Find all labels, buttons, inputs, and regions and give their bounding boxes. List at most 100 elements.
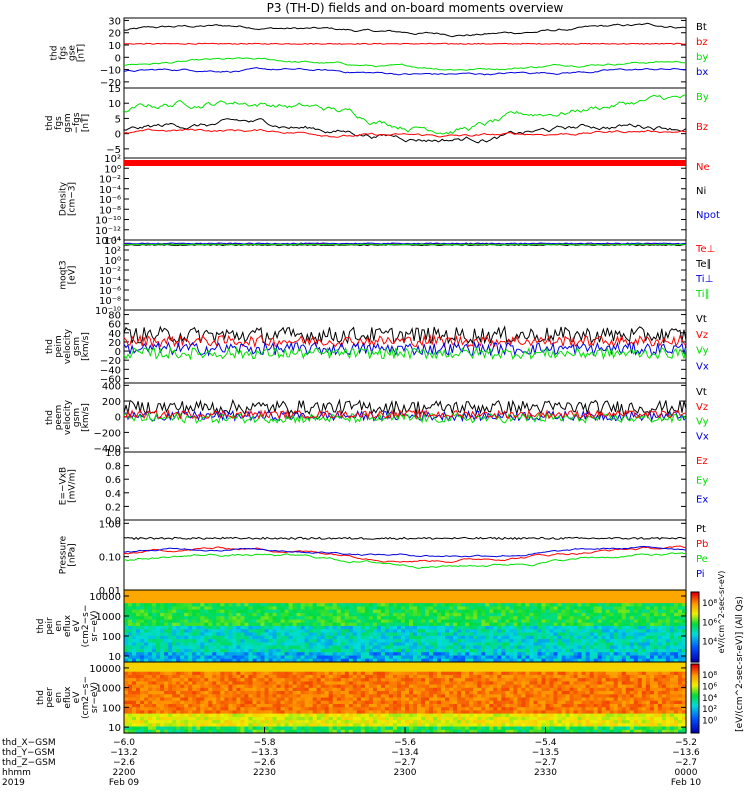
- heatmap-cell: [204, 619, 209, 624]
- heatmap-cell: [360, 720, 366, 724]
- heatmap-cell: [577, 609, 583, 614]
- heatmap-cell: [152, 713, 157, 718]
- heatmap-cell: [304, 593, 310, 598]
- heatmap-cell: [581, 606, 587, 611]
- heatmap-cell: [160, 687, 165, 692]
- heatmap-cell: [356, 668, 362, 673]
- heatmap-cell: [352, 645, 358, 650]
- heatmap-cell: [280, 655, 286, 660]
- heatmap-cell: [629, 612, 635, 617]
- heatmap-cell: [625, 590, 631, 594]
- heatmap-cell: [292, 671, 298, 676]
- heatmap-cell: [421, 645, 426, 650]
- heatmap-cell: [380, 723, 386, 728]
- heatmap-cell: [501, 599, 506, 604]
- heatmap-cell: [228, 729, 233, 734]
- heatmap-cell: [204, 678, 209, 682]
- heatmap-cell: [228, 707, 233, 711]
- heatmap-cell: [320, 619, 326, 624]
- heatmap-cell: [332, 707, 338, 711]
- heatmap-cell: [268, 629, 274, 634]
- heatmap-cell: [433, 590, 438, 594]
- heatmap-cell: [232, 671, 237, 676]
- heatmap-cell: [332, 606, 338, 611]
- heatmap-cell: [144, 723, 149, 728]
- heatmap-cell: [388, 648, 394, 653]
- heatmap-cell: [160, 626, 165, 630]
- heatmap-cell: [384, 716, 390, 721]
- heatmap-cell: [669, 593, 675, 598]
- heatmap-cell: [232, 639, 237, 643]
- heatmap-cell: [188, 665, 193, 669]
- heatmap-cell: [300, 616, 306, 621]
- heatmap-cell: [637, 596, 643, 601]
- heatmap-cell: [348, 704, 354, 708]
- heatmap-cell: [256, 694, 262, 699]
- heatmap-cell: [132, 593, 137, 598]
- heatmap-cell: [625, 599, 631, 604]
- heatmap-cell: [429, 596, 434, 601]
- heatmap-cell: [336, 674, 342, 679]
- heatmap-cell: [136, 596, 141, 601]
- heatmap-cell: [433, 629, 438, 634]
- heatmap-cell: [204, 622, 209, 627]
- heatmap-cell: [248, 665, 253, 669]
- heatmap-cell: [300, 619, 306, 624]
- heatmap-cell: [461, 609, 466, 614]
- heatmap-cell: [449, 635, 454, 640]
- heatmap-cell: [441, 639, 446, 643]
- heatmap-cell: [140, 622, 145, 627]
- heatmap-cell: [232, 674, 237, 679]
- heatmap-cell: [204, 606, 209, 611]
- heatmap-cell: [453, 652, 458, 657]
- heatmap-cell: [549, 658, 555, 663]
- heatmap-cell: [148, 648, 153, 653]
- heatmap-cell: [509, 639, 514, 643]
- heatmap-cell: [160, 629, 165, 634]
- heatmap-cell: [674, 606, 679, 611]
- heatmap-cell: [380, 697, 386, 702]
- heatmap-cell: [653, 599, 659, 604]
- heatmap-cell: [393, 626, 398, 630]
- heatmap-cell: [372, 596, 378, 601]
- heatmap-cell: [473, 622, 478, 627]
- heatmap-cell: [388, 632, 394, 637]
- heatmap-cell: [208, 694, 213, 699]
- heatmap-cell: [136, 662, 141, 666]
- heatmap-cell: [513, 642, 518, 647]
- heatmap-cell: [517, 606, 522, 611]
- heatmap-cell: [609, 599, 615, 604]
- heatmap-cell: [260, 642, 266, 647]
- heatmap-cell: [421, 612, 426, 617]
- heatmap-cell: [453, 622, 458, 627]
- heatmap-cell: [565, 609, 571, 614]
- heatmap-cell: [228, 606, 233, 611]
- heatmap-cell: [312, 639, 318, 643]
- heatmap-cell: [296, 616, 302, 621]
- heatmap-cell: [272, 590, 278, 594]
- heatmap-cell: [585, 648, 591, 653]
- heatmap-cell: [565, 622, 571, 627]
- heatmap-cell: [589, 619, 595, 624]
- heatmap-cell: [284, 723, 290, 728]
- heatmap-cell: [288, 726, 294, 731]
- heatmap-cell: [413, 707, 418, 711]
- heatmap-cell: [224, 612, 229, 617]
- heatmap-cell: [441, 603, 446, 607]
- heatmap-cell: [417, 635, 422, 640]
- heatmap-cell: [240, 619, 245, 624]
- heatmap-cell: [625, 629, 631, 634]
- heatmap-cell: [276, 720, 282, 724]
- heatmap-cell: [352, 716, 358, 721]
- heatmap-cell: [573, 639, 579, 643]
- heatmap-cell: [204, 612, 209, 617]
- heatmap-cell: [308, 716, 314, 721]
- y-axis-label: gsm: [63, 113, 73, 132]
- heatmap-cell: [649, 648, 655, 653]
- heatmap-cell: [617, 606, 623, 611]
- heatmap-cell: [276, 652, 282, 657]
- heatmap-cell: [296, 687, 302, 692]
- heatmap-cell: [312, 729, 318, 734]
- heatmap-cell: [328, 593, 334, 598]
- heatmap-cell: [264, 645, 270, 650]
